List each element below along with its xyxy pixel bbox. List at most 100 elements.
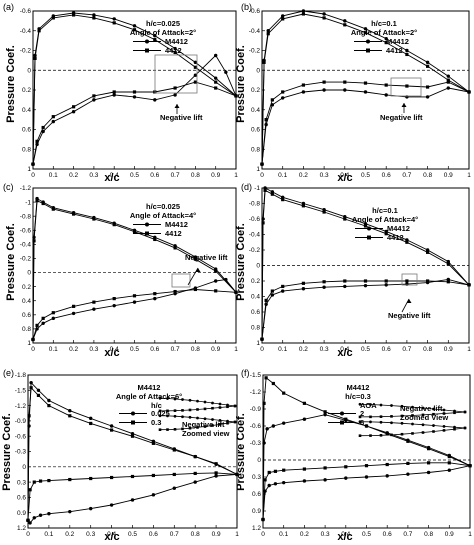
y-tick-label: 1.2 [252, 525, 261, 532]
x-tick-label: 1 [234, 346, 238, 353]
legend-title-line: h/c=0.3 [345, 392, 371, 401]
x-tick-label: 0.9 [445, 531, 454, 538]
data-point [193, 60, 198, 65]
data-point [92, 13, 96, 17]
inset-point [196, 408, 199, 411]
x-tick-label: 0.3 [89, 172, 98, 179]
y-tick-label: -1.2 [20, 185, 32, 192]
data-point [234, 290, 238, 294]
inset-point [181, 409, 184, 412]
inset-point [196, 426, 199, 429]
data-point [51, 311, 55, 315]
data-point [130, 434, 135, 438]
data-point [68, 509, 72, 514]
legend-title-line: Angle of Attack=2° [130, 28, 196, 37]
inset-point [181, 415, 184, 419]
y-tick-label: 0.6 [17, 495, 26, 502]
inset-point [218, 418, 222, 422]
y-tick-label: -0.3 [15, 449, 27, 456]
x-tick-label: 0.7 [170, 531, 179, 538]
data-point [41, 201, 45, 206]
legend-title-line: Angle of Attack=6° [116, 392, 182, 401]
y-tick-label: 0.2 [251, 87, 260, 94]
y-tick-label: -0.6 [15, 433, 27, 440]
data-point [193, 65, 197, 69]
data-point [385, 474, 389, 478]
y-tick-label: -0.9 [250, 406, 262, 413]
inset-point [400, 421, 404, 425]
y-tick-label: -1.5 [250, 372, 262, 379]
panel-label: (c) [3, 182, 14, 192]
y-tick-label: 1.2 [17, 525, 26, 532]
data-point [427, 461, 431, 465]
zoomed-view-annotation: Zoomed view [182, 429, 230, 438]
data-point [214, 289, 218, 293]
series-6 [261, 376, 472, 522]
legend-title-line: Angle of Attack=4° [130, 211, 196, 220]
data-point [72, 304, 76, 308]
y-tick-label: 0 [27, 67, 31, 74]
inset-point [421, 431, 425, 434]
x-axis-label: x/c [104, 172, 119, 184]
x-tick-label: 0.5 [128, 531, 137, 538]
data-point [323, 412, 327, 417]
data-point [282, 421, 286, 425]
data-point [363, 283, 368, 288]
data-point [343, 279, 347, 283]
data-point [214, 269, 218, 273]
data-point [267, 470, 271, 475]
y-tick-label: -0.4 [249, 28, 261, 35]
data-point [385, 432, 389, 436]
y-axis-label: Pressure Coef. [235, 45, 247, 123]
inset-point [158, 428, 162, 431]
inset-point [226, 419, 229, 423]
data-point [323, 410, 327, 414]
inset-point [158, 396, 162, 400]
y-axis-label: Pressure Coef. [235, 413, 247, 491]
y-tick-label: -0.6 [249, 216, 261, 223]
x-tick-label: 0.1 [49, 172, 58, 179]
inset-point [211, 401, 214, 405]
y-tick-label: -1.2 [15, 403, 27, 410]
x-tick-label: 0.9 [212, 531, 221, 538]
x-tick-label: 0.4 [340, 172, 349, 179]
chart-panel-c: (c) 0 0.1 0.2 0.3 0.4 0.5 0.6 0.7 0.8 0.9 1 -1.2 -1 -0… [3, 182, 238, 359]
x-tick-label: 0.1 [44, 531, 53, 538]
inset-point [203, 417, 207, 421]
data-point [322, 16, 326, 20]
panel-label: (f) [241, 368, 250, 378]
data-point [363, 27, 368, 31]
y-tick-label: -0.4 [249, 232, 261, 239]
inset-point [421, 406, 425, 410]
data-point [363, 279, 368, 283]
data-point [72, 212, 76, 216]
y-tick-label: -1.8 [15, 372, 27, 379]
data-point [281, 96, 285, 100]
inset-point [453, 425, 456, 429]
data-point [446, 74, 450, 78]
data-point [467, 90, 471, 94]
negative-lift-annotation: Negative lift [185, 253, 228, 262]
data-point [151, 473, 155, 478]
x-tick-label: 0.7 [171, 172, 180, 179]
data-point [112, 21, 116, 25]
x-tick-label: 0.3 [89, 346, 98, 353]
data-point [270, 192, 274, 196]
data-point [273, 482, 278, 486]
data-point [343, 19, 347, 23]
data-point [224, 70, 228, 74]
data-point [110, 428, 114, 432]
zoom-box [154, 54, 198, 94]
inset-point [211, 406, 214, 410]
legend-entry: M4412 [387, 224, 410, 233]
data-point [51, 316, 55, 321]
zoomed-inset: Zoomed View [358, 402, 467, 437]
inset-point [432, 407, 435, 411]
data-point [51, 207, 55, 211]
series-0.3 [26, 386, 239, 522]
inset-point [442, 424, 446, 428]
inset-point [369, 420, 372, 424]
data-point [173, 289, 177, 294]
legend-marker-circle [145, 222, 149, 227]
